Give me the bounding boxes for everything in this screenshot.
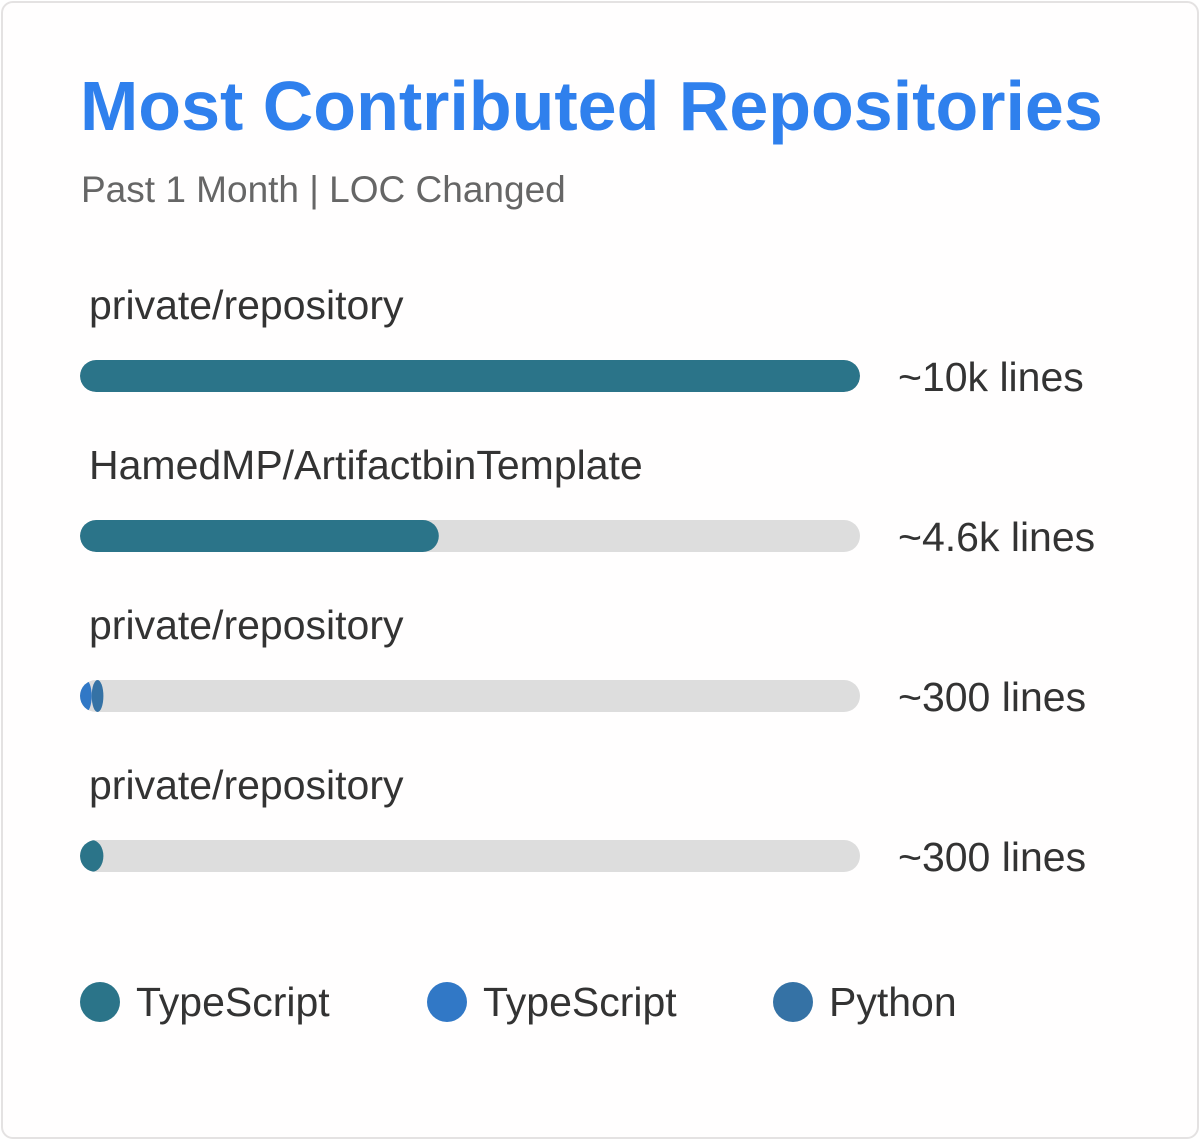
chart-title: Most Contributed Repositories	[80, 67, 1103, 145]
bar-track	[80, 520, 860, 552]
chart-subtitle: Past 1 Month | LOC Changed	[81, 169, 566, 210]
bar-svg	[80, 360, 860, 392]
bar-segment-typescript	[80, 520, 439, 552]
bar-segment-typescript	[80, 360, 860, 392]
legend-color-dot	[80, 982, 120, 1022]
bar-segment-python	[91, 680, 104, 712]
legend-color-dot	[427, 982, 467, 1022]
legend-label: Python	[829, 979, 957, 1025]
bar-svg	[80, 680, 104, 712]
bar-track	[80, 360, 860, 392]
value-label: ~300 lines	[898, 674, 1087, 720]
value-label: ~300 lines	[898, 834, 1087, 880]
bar-svg	[80, 520, 439, 552]
bar-track	[80, 840, 860, 872]
repo-name: private/repository	[89, 282, 404, 328]
bar-track	[80, 680, 860, 712]
value-label: ~10k lines	[898, 354, 1084, 400]
legend-color-dot	[773, 982, 813, 1022]
bar-svg	[80, 840, 104, 872]
legend-label: TypeScript	[483, 979, 677, 1025]
bar-segment-typescript	[80, 680, 92, 712]
repo-name: HamedMP/ArtifactbinTemplate	[89, 442, 643, 488]
bar-segment-typescript	[80, 840, 104, 872]
legend-label: TypeScript	[136, 979, 330, 1025]
repo-name: private/repository	[89, 602, 404, 648]
repo-name: private/repository	[89, 762, 404, 808]
value-label: ~4.6k lines	[898, 514, 1096, 560]
